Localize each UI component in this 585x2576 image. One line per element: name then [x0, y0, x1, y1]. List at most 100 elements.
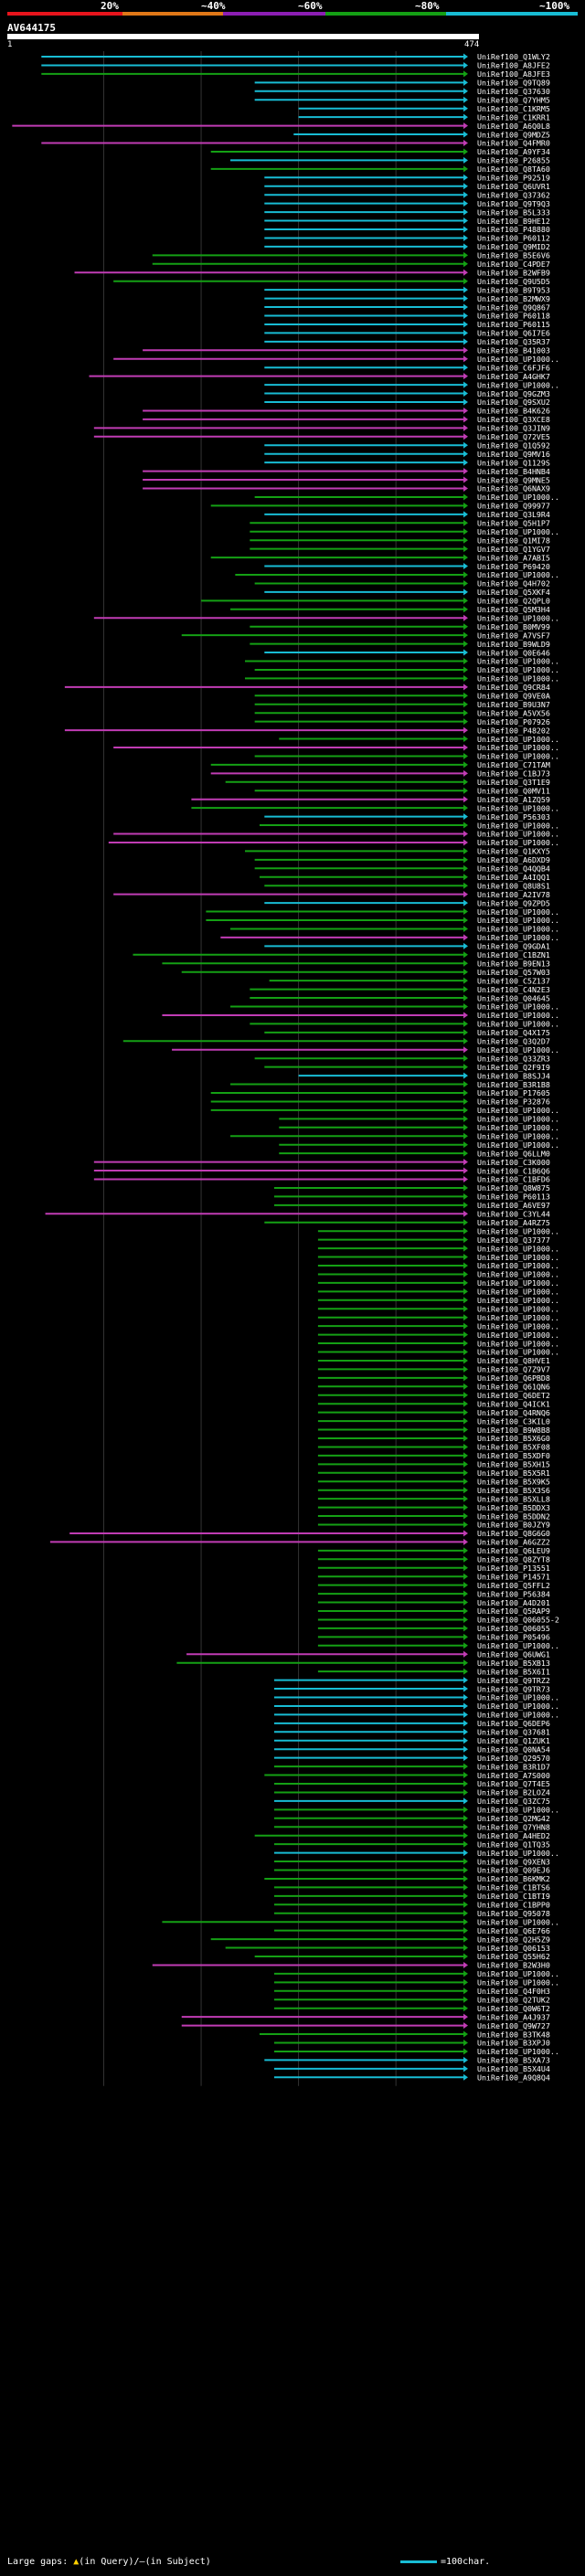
hit-arrowhead: [463, 1254, 468, 1261]
hit-row: UniRef100_Q6LLM0: [279, 1149, 550, 1158]
hit-row: UniRef100_B9T953: [264, 285, 550, 294]
hit-arrowhead: [463, 942, 468, 949]
hit-label: UniRef100_UP1000..: [477, 1106, 559, 1115]
hit-label: UniRef100_C3YL44: [477, 1210, 550, 1219]
hit-label: UniRef100_B2MWX9: [477, 294, 550, 303]
hit-row: UniRef100_Q9T9Q3: [264, 199, 550, 208]
hit-label: UniRef100_Q2QPL0: [477, 597, 550, 606]
hit-row: UniRef100_P56384: [317, 1589, 550, 1598]
hit-arrowhead: [463, 631, 468, 639]
hit-label: UniRef100_Q9MDZ5: [477, 130, 550, 139]
hit-label: UniRef100_Q5H1P7: [477, 519, 550, 528]
hit-row: UniRef100_Q2QPL0: [201, 597, 550, 606]
hit-row: UniRef100_UP1000..: [264, 380, 559, 389]
hit-row: UniRef100_A4GHK7: [89, 372, 550, 381]
hit-arrowhead: [463, 891, 468, 898]
hit-row: UniRef100_UP1000..: [254, 752, 559, 761]
hit-row: UniRef100_Q8ZYT8: [317, 1555, 550, 1564]
hit-row: UniRef100_B5X4U4: [273, 2064, 550, 2073]
hit-arrowhead: [463, 1037, 468, 1044]
hit-arrowhead: [463, 1107, 468, 1114]
hit-row: UniRef100_UP1000..: [273, 1978, 559, 1988]
hit-row: UniRef100_C1BJ73: [210, 769, 550, 779]
hit-arrowhead: [463, 856, 468, 864]
hit-label: UniRef100_A6DXD9: [477, 855, 550, 864]
hit-arrowhead: [463, 1806, 468, 1813]
hit-label: UniRef100_B5DDN2: [477, 1511, 550, 1521]
hit-row: UniRef100_A1ZQ59: [191, 795, 550, 804]
hit-label: UniRef100_A5VX56: [477, 708, 550, 717]
hit-row: UniRef100_A7ABI5: [210, 553, 550, 562]
hit-row: UniRef100_Q8HVE1: [317, 1356, 550, 1365]
hit-row: UniRef100_A4D201: [317, 1598, 550, 1607]
hit-arrowhead: [463, 1245, 468, 1252]
hit-label: UniRef100_Q1ZUK1: [477, 1736, 550, 1745]
hit-row: UniRef100_UP1000..: [113, 830, 559, 839]
hit-label: UniRef100_UP1000..: [477, 1288, 559, 1297]
hit-label: UniRef100_Q4QQB4: [477, 864, 550, 874]
hit-label: UniRef100_Q9GZM3: [477, 389, 550, 398]
hit-label: UniRef100_UP1000..: [477, 1115, 559, 1124]
hit-row: UniRef100_Q57W03: [181, 968, 550, 977]
hit-row: UniRef100_B5DDX3: [317, 1503, 550, 1512]
hit-label: UniRef100_Q3JIN9: [477, 424, 550, 433]
hit-row: UniRef100_C1KRR1: [298, 112, 550, 122]
hit-row: UniRef100_A6VE97: [273, 1201, 550, 1210]
hit-label: UniRef100_UP1000..: [477, 1339, 559, 1348]
hit-arrowhead: [463, 571, 468, 578]
hit-arrowhead: [463, 1996, 468, 2003]
hit-row: UniRef100_Q9MID2: [264, 242, 550, 251]
hit-row: UniRef100_UP1000..: [259, 821, 559, 830]
hit-label: UniRef100_Q8TA60: [477, 164, 550, 174]
hit-row: UniRef100_P60115: [264, 320, 550, 329]
hit-label: UniRef100_Q55H62: [477, 1952, 550, 1961]
hit-label: UniRef100_UP1000..: [477, 1123, 559, 1132]
hit-arrowhead: [463, 1487, 468, 1494]
hit-arrowhead: [463, 2073, 468, 2081]
hit-arrowhead: [463, 1210, 468, 1217]
hit-row: UniRef100_Q1129S: [264, 458, 550, 467]
hit-row: UniRef100_B9U3N7: [254, 700, 550, 709]
scale-segment-red: [7, 12, 122, 16]
hit-arrowhead: [463, 485, 468, 492]
hit-row: UniRef100_UP1000..: [279, 1115, 559, 1124]
hit-arrowhead: [463, 70, 468, 78]
hit-label: UniRef100_Q9Q867: [477, 302, 550, 312]
hit-row: UniRef100_UP1000..: [172, 1045, 559, 1055]
hit-label: UniRef100_Q9TQ89: [477, 79, 550, 88]
hit-arrowhead: [463, 1055, 468, 1062]
hit-row: UniRef100_Q37681: [273, 1728, 550, 1737]
hit-arrowhead: [463, 1815, 468, 1822]
hit-arrowhead: [463, 1478, 468, 1485]
hit-label: UniRef100_A6VE97: [477, 1201, 550, 1210]
hit-row: UniRef100_A7VSF7: [181, 631, 550, 640]
hit-row: UniRef100_Q6PBD8: [317, 1373, 550, 1383]
hit-label: UniRef100_Q2H5Z9: [477, 1935, 550, 1944]
hit-label: UniRef100_B5X6I1: [477, 1667, 550, 1676]
hit-label: UniRef100_Q57W03: [477, 968, 550, 977]
hit-label: UniRef100_B5E6V6: [477, 251, 550, 260]
hit-arrowhead: [463, 364, 468, 371]
hit-label: UniRef100_Q4H702: [477, 579, 550, 588]
hit-row: UniRef100_P69420: [264, 562, 550, 571]
hit-arrowhead: [463, 1132, 468, 1140]
hit-label: UniRef100_UP1000..: [477, 803, 559, 812]
hit-label: UniRef100_Q9MNE5: [477, 475, 550, 484]
hit-label: UniRef100_Q4F0H3: [477, 1987, 550, 1996]
hit-label: UniRef100_UP1000..: [477, 657, 559, 666]
hit-label: UniRef100_Q9XEN3: [477, 1857, 550, 1866]
hit-label: UniRef100_A4J937: [477, 2012, 550, 2021]
legend-scale-swatch: [400, 2560, 437, 2563]
hit-arrowhead: [463, 355, 468, 363]
hit-arrowhead: [463, 1797, 468, 1805]
hit-label: UniRef100_A6GZZ2: [477, 1538, 550, 1547]
hit-arrowhead: [463, 1392, 468, 1399]
hit-arrowhead: [463, 769, 468, 777]
hit-row: UniRef100_P07926: [254, 717, 550, 726]
hit-label: UniRef100_B5X3S6: [477, 1486, 550, 1495]
hit-row: UniRef100_C3YL44: [45, 1210, 550, 1219]
hit-label: UniRef100_Q33ZR3: [477, 1054, 550, 1063]
hit-arrowhead: [463, 1538, 468, 1545]
hit-arrowhead: [463, 1012, 468, 1019]
hit-arrowhead: [463, 148, 468, 155]
